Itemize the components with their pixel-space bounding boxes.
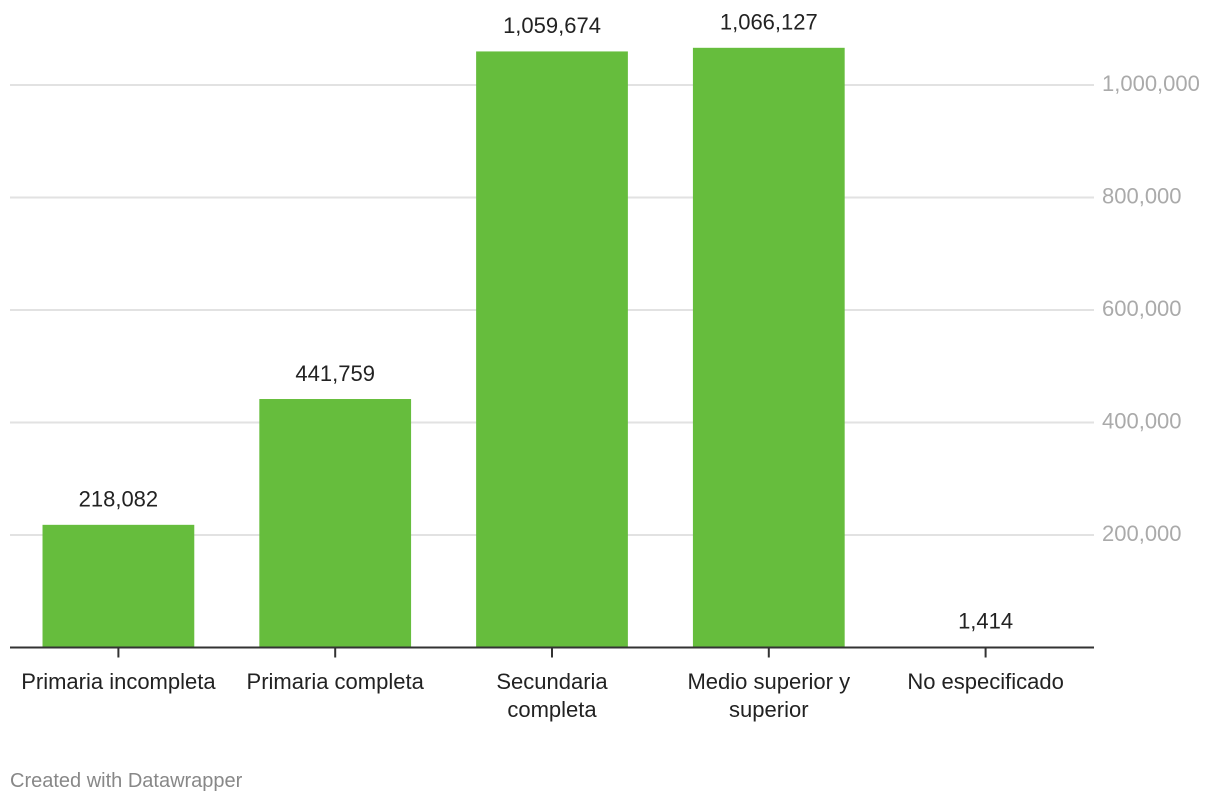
value-label: 218,082	[79, 487, 159, 512]
value-label: 1,059,674	[503, 13, 601, 38]
bar	[692, 47, 845, 648]
value-label: 1,066,127	[720, 10, 818, 35]
x-tick-label: Primaria completa	[246, 668, 424, 694]
x-tick-label: Primaria incompleta	[21, 668, 216, 694]
x-tick-label: No especificado	[907, 668, 1064, 694]
bar	[476, 51, 628, 648]
footer: Created with Datawrapper	[10, 770, 243, 792]
y-tick-label: 200,000	[1102, 521, 1182, 546]
y-tick-label: 1,000,000	[1102, 71, 1200, 96]
y-tick-label: 600,000	[1102, 296, 1182, 321]
bar	[259, 399, 412, 648]
y-tick-label: 800,000	[1102, 183, 1182, 208]
bar	[42, 524, 195, 648]
value-label: 441,759	[295, 361, 375, 386]
x-tick-label: Secundaria completa	[496, 668, 608, 722]
x-tick-label: Medio superior y superior	[687, 668, 851, 722]
y-tick-label: 400,000	[1102, 408, 1182, 433]
value-label: 1,414	[958, 609, 1013, 634]
